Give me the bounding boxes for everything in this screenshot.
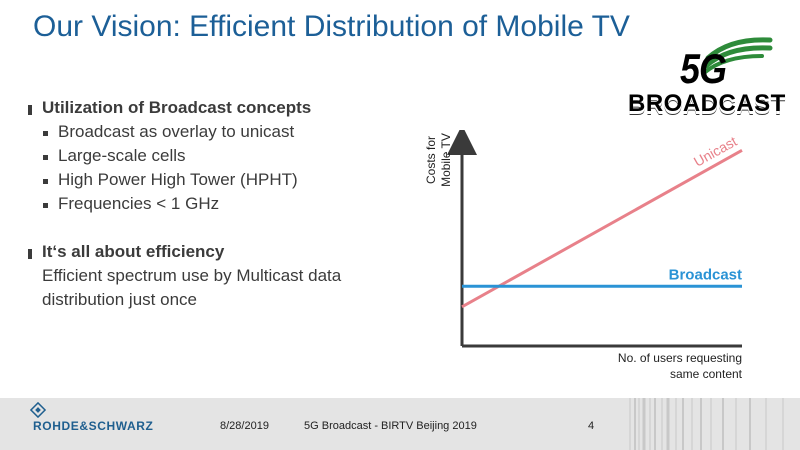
series-line-unicast [461, 148, 743, 309]
series-label-broadcast: Broadcast [669, 266, 742, 283]
bullet-content: Utilization of Broadcast concepts Broadc… [28, 96, 408, 312]
footer-event: 5G Broadcast - BIRTV Beijing 2019 [304, 420, 477, 432]
y-axis-label-line2: Mobile TV [439, 133, 453, 187]
x-axis-label-line2: same content [670, 367, 743, 381]
footer-bar: ROHDE&SCHWARZ 8/28/2019 5G Broadcast - B… [0, 398, 800, 450]
brand-name: ROHDE&SCHWARZ [33, 419, 154, 433]
section2-text-line2: distribution just once [42, 290, 197, 309]
logo-5g-text: 5G [680, 44, 727, 92]
y-axis-label-line1: Costs for [424, 136, 438, 184]
bullet-item: Frequencies < 1 GHz [28, 192, 408, 216]
section2-heading: It‘s all about efficiency [28, 240, 408, 264]
5g-broadcast-logo: 5G BROADCAST [618, 36, 788, 132]
slide-title: Our Vision: Efficient Distribution of Mo… [33, 10, 630, 43]
logo-broadcast-text: BROADCAST [628, 90, 786, 117]
bullet-item: High Power High Tower (HPHT) [28, 168, 408, 192]
bullet-item: Broadcast as overlay to unicast [28, 120, 408, 144]
cost-chart: Costs for Mobile TV No. of users request… [424, 130, 743, 381]
rohde-schwarz-diamond-icon [30, 402, 46, 418]
section1-heading: Utilization of Broadcast concepts [28, 96, 408, 120]
x-axis-label-line1: No. of users requesting [618, 351, 742, 365]
footer-date: 8/28/2019 [220, 420, 269, 432]
signal-waves-icon [702, 37, 773, 75]
bullet-item: Large-scale cells [28, 144, 408, 168]
section2-text-line1: Efficient spectrum use by Multicast data [42, 266, 342, 285]
decorative-stripes [629, 398, 784, 450]
page-number: 4 [588, 420, 595, 432]
